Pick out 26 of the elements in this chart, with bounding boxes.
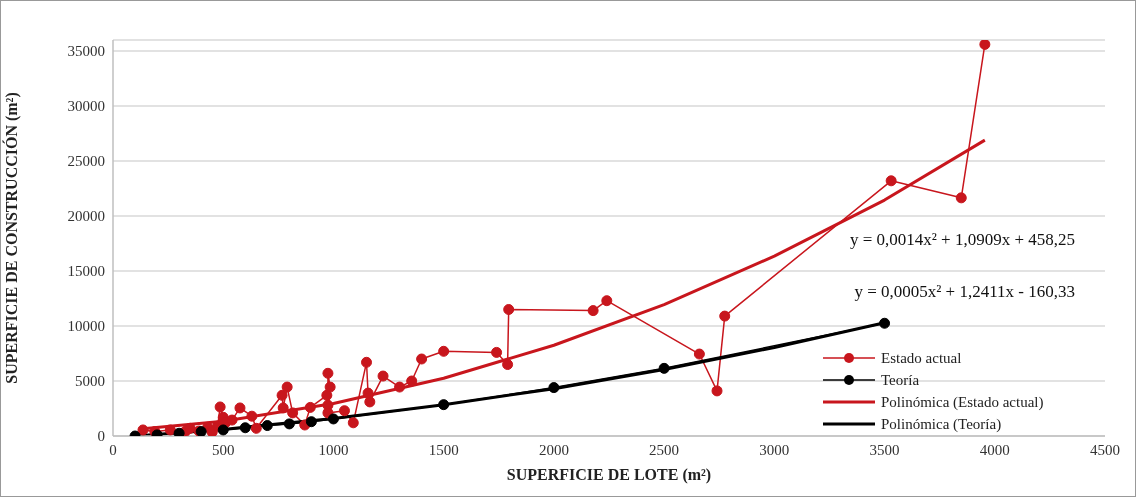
x-tick-label: 4500 [1090,441,1120,458]
y-tick-label: 5000 [75,373,105,390]
legend-label: Polinómica (Teoría) [881,415,1002,433]
y-tick-label: 20000 [67,208,105,225]
x-tick-label: 2500 [649,441,680,458]
x-tick-label: 2000 [538,441,569,458]
y-tick-label: 0 [97,428,105,445]
y-tick-label: 30000 [67,98,105,115]
legend-label: Polinómica (Estado actual) [881,393,1044,411]
x-tick-label: 1000 [318,441,349,458]
x-axis-title: SUPERFICIE DE LOTE (m²) [506,466,712,484]
y-tick-label: 10000 [67,318,105,335]
annotation: y = 0,0014x² + 1,0909x + 458,25 [849,230,1075,250]
y-axis-title: SUPERFICIE DE CONSTRUCCIÓN (m²) [1,92,21,384]
y-tick-label: 35000 [67,43,105,60]
x-tick-label: 3500 [869,441,900,458]
legend-label: Estado actual [881,349,962,367]
x-tick-label: 4000 [979,441,1010,458]
x-tick-label: 1500 [428,441,459,458]
y-tick-label: 15000 [67,263,105,280]
x-tick-label: 500 [211,441,235,458]
y-tick-label: 25000 [67,153,105,170]
x-tick-label: 3000 [759,441,790,458]
x-tick-label: 0 [109,441,117,458]
legend-label: Teoría [881,371,920,389]
annotation: y = 0,0005x² + 1,2411x - 160,33 [854,282,1075,302]
